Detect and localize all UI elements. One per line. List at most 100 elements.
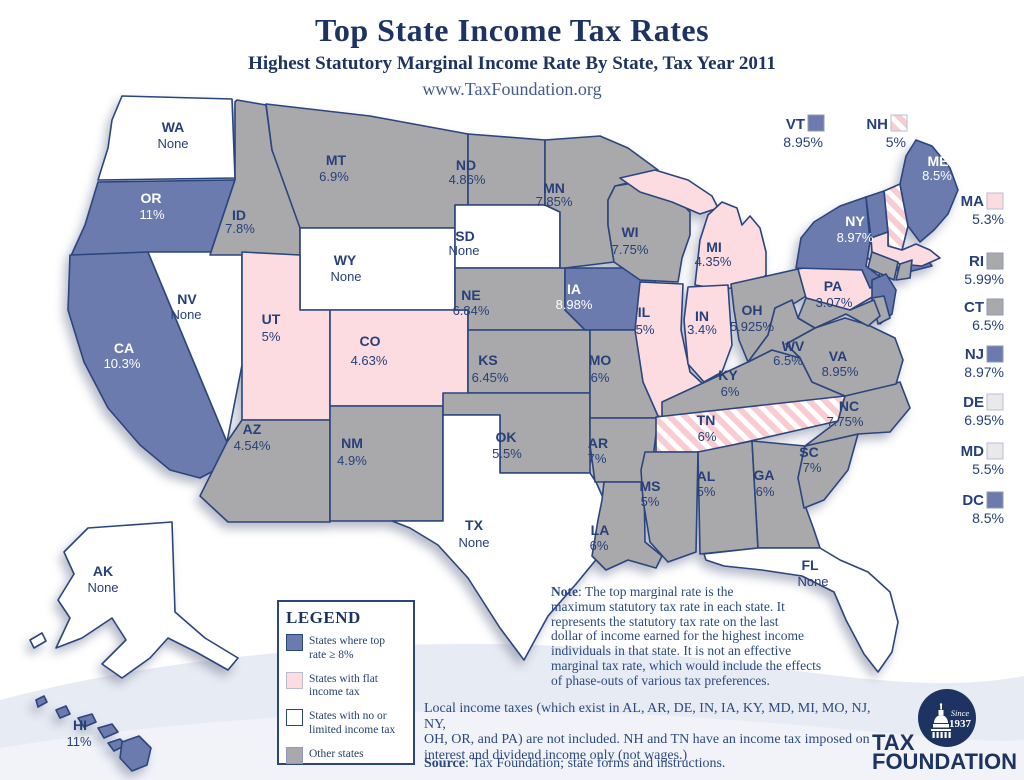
state-id-rate: 7.8% xyxy=(225,221,255,236)
state-wy-rate: None xyxy=(330,269,361,284)
callout-nh-swatch xyxy=(890,114,908,132)
state-ak-abbr: AK xyxy=(93,563,113,579)
callout-md: MD5.5% xyxy=(961,442,1004,477)
callout-vt-abbr: VT xyxy=(786,116,805,133)
source-line: Source: Tax Foundation; state forms and … xyxy=(424,756,894,772)
callout-vt-swatch xyxy=(807,114,825,132)
state-ny-abbr: NY xyxy=(845,213,865,229)
note-line-1: : The top marginal rate is the xyxy=(578,584,734,599)
state-ky-rate: 6% xyxy=(721,384,740,399)
state-la-rate: 6% xyxy=(590,538,609,553)
tax-foundation-seal: Since 1937 xyxy=(918,689,976,747)
state-il-label: IL 5% xyxy=(636,304,655,337)
state-sd-abbr: SD xyxy=(455,228,474,244)
source-prefix: Source xyxy=(424,756,465,771)
callout-md-abbr: MD xyxy=(961,443,984,460)
state-ct-shape xyxy=(867,251,899,281)
state-tn-abbr: TN xyxy=(697,412,716,428)
callout-dc-swatch xyxy=(986,491,1004,509)
callout-vt: VT8.95% xyxy=(783,114,825,150)
state-ri-shape xyxy=(895,259,913,281)
state-ut-rate: 5% xyxy=(262,329,281,344)
note-line-7: of phase-outs of various tax preferences… xyxy=(551,672,770,688)
state-ok-rate: 5.5% xyxy=(492,446,522,461)
callout-ma-abbr: MA xyxy=(961,193,984,210)
legend-label-flat-line1: States with flat xyxy=(309,672,378,685)
state-or-abbr: OR xyxy=(141,190,162,206)
callout-dc: DC8.5% xyxy=(962,491,1004,526)
state-wv-label: WV6.5% xyxy=(773,338,805,368)
logo-line-tax: TAX xyxy=(872,730,915,755)
state-ut-label: UT 5% xyxy=(262,311,281,344)
legend-item-none: States with no or limited income tax xyxy=(286,709,406,738)
state-wa-abbr: WA xyxy=(162,119,185,135)
state-il-abbr: IL xyxy=(638,304,651,320)
state-nm-rate: 4.9% xyxy=(337,453,367,468)
legend-swatch-none xyxy=(286,709,303,727)
note-line-3: represents the statutory tax rate on the… xyxy=(551,613,779,629)
legend-swatch-high xyxy=(286,634,303,651)
state-ks-label: KS 6.45% xyxy=(472,352,509,385)
state-mt-label: MT6.9% xyxy=(319,152,349,184)
state-pa-label: PA3.07% xyxy=(816,278,853,310)
state-va-label: VA8.95% xyxy=(822,348,859,379)
state-ks-abbr: KS xyxy=(478,352,497,368)
callout-ma-rate: 5.3% xyxy=(972,211,1004,227)
callout-md-swatch xyxy=(986,442,1004,460)
state-wy-abbr: WY xyxy=(334,252,357,268)
state-hi-island-1 xyxy=(35,695,48,708)
state-hi-abbr: HI xyxy=(73,717,87,733)
state-co-rate: 4.63% xyxy=(351,353,388,368)
state-me-rate: 8.5% xyxy=(922,168,952,183)
state-mi-abbr: MI xyxy=(706,239,722,255)
state-nd-abbr: ND xyxy=(456,157,476,173)
state-al-rate: 5% xyxy=(697,484,716,499)
state-la-abbr: LA xyxy=(591,522,610,538)
state-il-rate: 5% xyxy=(636,322,655,337)
state-ok-label: OK5.5% xyxy=(492,429,522,461)
state-va-shape xyxy=(785,317,904,397)
state-ga-label: GA6% xyxy=(754,467,775,499)
callout-nh: NH5% xyxy=(866,114,908,150)
state-pa-abbr: PA xyxy=(824,278,842,294)
legend-label-none-line1: States with no or xyxy=(309,710,387,723)
state-md-shape xyxy=(797,297,881,329)
local-line-3: interest and dividend income only (not w… xyxy=(424,747,688,763)
callout-vt-rate: 8.95% xyxy=(783,134,823,150)
callout-ct: CT6.5% xyxy=(964,298,1004,333)
state-co-label: CO 4.63% xyxy=(351,333,388,368)
local-taxes-paragraph: Local income taxes (which exist in AL, A… xyxy=(424,701,894,763)
state-mn-rate: 7.85% xyxy=(536,194,573,209)
state-ar-rate: 7% xyxy=(588,451,607,466)
callout-ri-rate: 5.99% xyxy=(964,271,1004,287)
state-mo-label: MO 6% xyxy=(589,352,612,385)
callout-de-rate: 6.95% xyxy=(964,412,1004,428)
callout-ct-swatch xyxy=(986,298,1004,316)
state-va-abbr: VA xyxy=(829,348,847,364)
state-la-shape xyxy=(591,481,663,571)
state-ms-label: MS5% xyxy=(640,478,661,509)
callout-ma-swatch xyxy=(986,192,1004,210)
legend-item-other: Other states xyxy=(286,746,406,764)
wave-shape-2 xyxy=(0,710,1024,780)
state-or-rate: 11% xyxy=(139,207,164,222)
state-in-label: IN3.4% xyxy=(687,308,717,337)
note-line-5: individuals in that state. It is not an … xyxy=(551,643,792,659)
state-az-label: AZ4.54% xyxy=(234,421,271,453)
state-ky-label: KY6% xyxy=(718,367,740,399)
state-ne-abbr: NE xyxy=(461,287,480,303)
legend: LEGEND States where top rate ≥ 8% States … xyxy=(277,600,415,765)
callout-ma: MA5.3% xyxy=(961,192,1004,227)
state-wa-rate: None xyxy=(157,136,188,151)
callout-ct-abbr: CT xyxy=(964,299,984,316)
state-nc-label: NC7.75% xyxy=(827,398,864,429)
state-tx-abbr: TX xyxy=(465,517,484,533)
state-ky-abbr: KY xyxy=(718,367,738,383)
callout-nj-abbr: NJ xyxy=(965,346,984,363)
logo-since-label: Since xyxy=(951,708,970,718)
state-ok-abbr: OK xyxy=(496,429,517,445)
